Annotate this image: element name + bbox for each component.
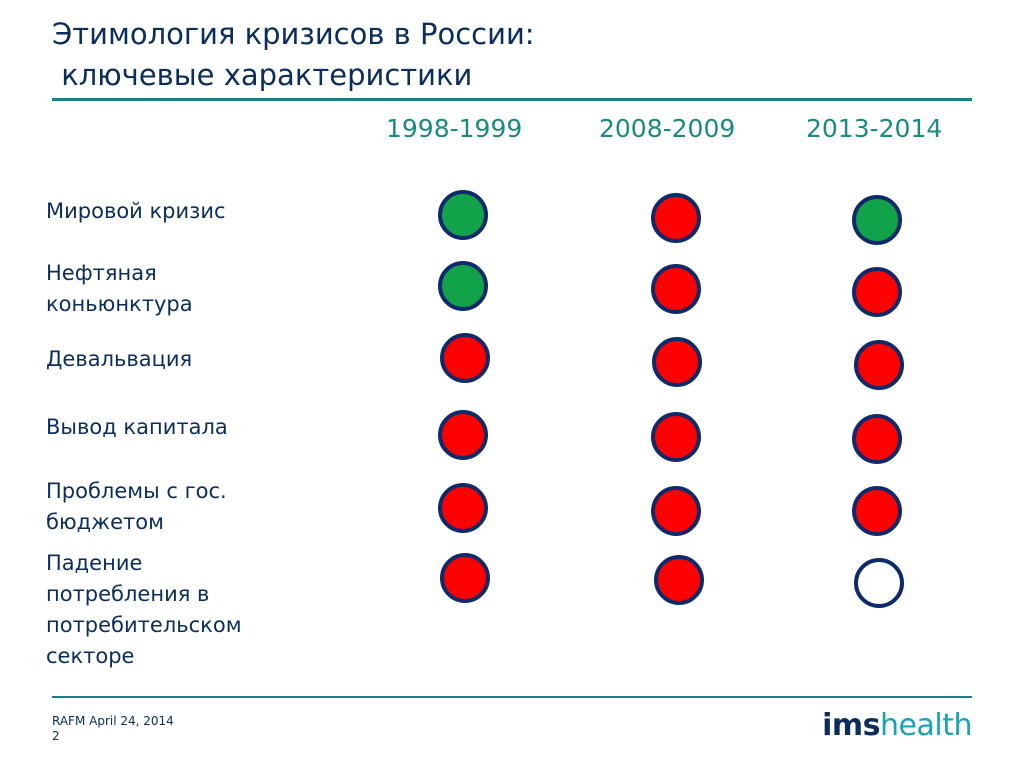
status-dot-green	[852, 195, 902, 245]
year-header-1: 1998-1999	[386, 114, 523, 143]
year-header-2: 2008-2009	[599, 114, 736, 143]
year-header-3: 2013-2014	[806, 114, 943, 143]
row-label-5: Проблемы с гос. бюджетом	[46, 476, 227, 538]
status-dot-red	[652, 337, 702, 387]
page-number: 2	[52, 729, 60, 743]
row-label-line: потребительском	[46, 613, 242, 637]
row-label-line: Проблемы с гос.	[46, 479, 227, 503]
title-line-1: Этимология кризисов в России:	[52, 17, 535, 51]
footer-date: RAFM April 24, 2014	[52, 714, 174, 728]
row-label-3: Девальвация	[46, 344, 192, 375]
row-label-line: секторе	[46, 644, 135, 668]
status-dot-red	[651, 264, 701, 314]
status-dot-red	[438, 483, 488, 533]
status-dot-red	[651, 412, 701, 462]
row-label-line: потребления в	[46, 582, 210, 606]
status-dot-red	[651, 486, 701, 536]
logo-health: health	[880, 708, 972, 743]
row-label-4: Вывод капитала	[46, 412, 228, 443]
row-label-line: Падение	[46, 551, 143, 575]
status-dot-red	[440, 333, 490, 383]
title-line-2: ключевые характеристики	[52, 58, 473, 92]
row-label-line: Вывод капитала	[46, 415, 228, 439]
row-label-2: Нефтяная коньюнктура	[46, 258, 193, 320]
status-dot-green	[438, 261, 488, 311]
status-dot-red	[654, 555, 704, 605]
row-label-line: бюджетом	[46, 510, 164, 534]
status-dot-none	[854, 558, 904, 608]
row-label-line: Нефтяная	[46, 261, 157, 285]
status-dot-red	[651, 193, 701, 243]
status-dot-red	[852, 486, 902, 536]
status-dot-green	[438, 190, 488, 240]
status-dot-red	[852, 267, 902, 317]
row-label-line: Мировой кризис	[46, 199, 226, 223]
status-dot-red	[438, 410, 488, 460]
footer: RAFM April 24, 2014 2	[52, 714, 174, 744]
bottom-divider	[52, 696, 972, 698]
status-dot-red	[440, 553, 490, 603]
row-label-1: Мировой кризис	[46, 196, 226, 227]
logo-ims: ims	[822, 708, 881, 743]
slide-title: Этимология кризисов в России: ключевые х…	[52, 14, 535, 96]
status-dot-red	[852, 414, 902, 464]
top-divider	[52, 98, 972, 101]
row-label-line: коньюнктура	[46, 292, 193, 316]
row-label-6: Падение потребления в потребительском секто…	[46, 548, 242, 672]
status-dot-red	[854, 340, 904, 390]
row-label-line: Девальвация	[46, 347, 193, 371]
imshealth-logo: imshealth	[822, 708, 972, 743]
